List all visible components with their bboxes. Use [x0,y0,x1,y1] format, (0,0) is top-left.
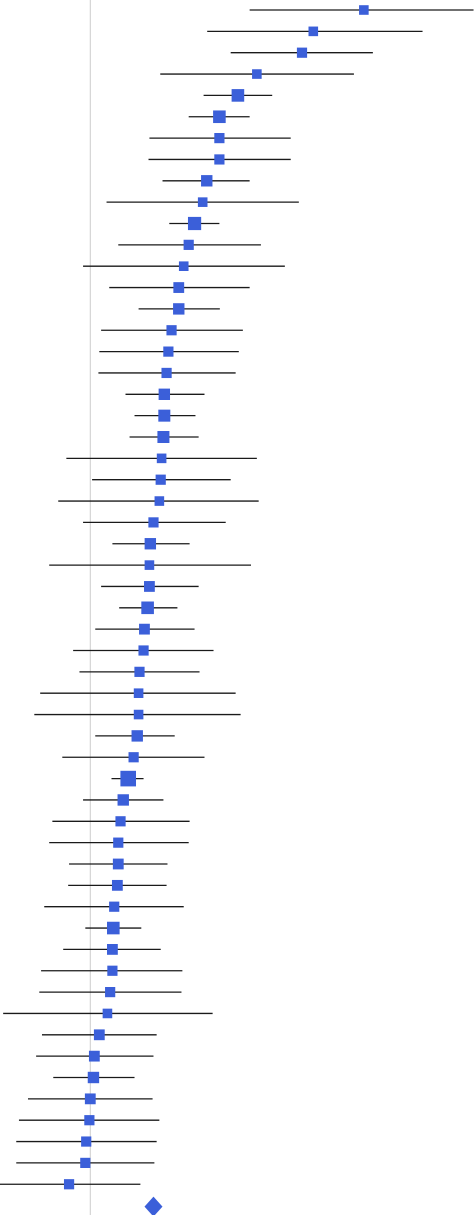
study-marker [141,601,154,615]
study-marker [139,623,150,635]
study-marker [158,409,171,422]
study-marker [296,47,308,58]
study-marker [156,453,167,464]
study-marker [161,367,172,379]
study-marker [109,901,120,912]
study-marker [231,89,245,102]
study-marker [201,175,213,187]
study-marker [87,1071,100,1084]
study-marker [112,858,124,870]
study-marker [154,496,165,506]
study-marker [131,730,143,742]
study-marker [107,965,118,976]
study-marker [213,110,226,124]
study-marker [183,239,194,250]
study-marker [155,474,166,485]
study-marker [117,794,129,806]
study-marker [158,388,171,400]
study-marker [84,1093,96,1105]
study-marker [214,133,225,144]
study-marker [163,346,174,357]
study-marker [113,837,124,848]
study-marker [81,1136,92,1147]
study-marker [133,688,144,698]
study-marker [359,5,369,15]
study-marker [166,325,177,336]
study-marker [120,770,137,787]
study-marker [197,197,208,207]
study-marker [308,26,319,37]
study-marker [178,261,189,271]
study-marker [173,303,185,315]
study-marker [148,517,159,528]
study-marker [84,1115,95,1126]
study-marker [144,581,155,592]
study-marker [111,879,123,891]
study-marker [93,1029,105,1041]
study-marker [144,560,155,570]
study-marker [138,645,149,656]
study-marker [102,1008,113,1019]
study-marker [63,1179,75,1190]
study-marker [105,987,116,998]
study-marker [133,709,144,720]
study-marker [88,1050,100,1062]
study-marker [187,216,202,231]
study-marker [157,431,170,443]
study-marker [214,154,225,165]
study-marker [134,666,145,677]
study-marker [144,538,157,550]
study-marker [128,752,139,763]
summary-diamond [144,1196,163,1215]
study-marker [107,921,120,935]
study-marker [115,816,126,827]
study-marker [107,944,118,955]
study-marker [173,282,185,293]
study-marker [252,69,262,79]
study-marker [80,1157,91,1168]
